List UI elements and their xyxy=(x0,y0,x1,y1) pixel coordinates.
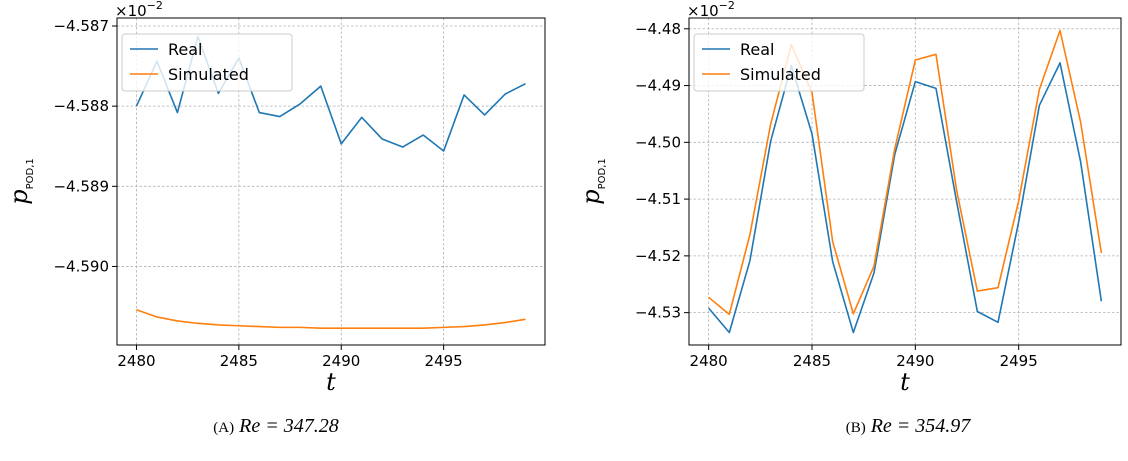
caption-b-math: Re = 354.97 xyxy=(871,415,971,437)
chart-panel-0: 2480 2485 2490 2495−4.587−4.588−4.589−4.590… xyxy=(5,0,545,396)
x-tick-label: 2485 xyxy=(220,352,258,370)
legend-label-simulated: Simulated xyxy=(168,65,249,84)
caption-b: (B) Re = 354.97 xyxy=(846,415,971,438)
legend-label-real: Real xyxy=(168,40,203,59)
x-tick-label: 2485 xyxy=(793,352,831,370)
caption-a-math: Re = 347.28 xyxy=(239,415,339,437)
series-line-simulated xyxy=(136,310,525,328)
x-axis-label: t xyxy=(326,368,336,396)
y-offset-label: ×10−2 xyxy=(115,0,163,20)
caption-a: (A) Re = 347.28 xyxy=(213,415,338,438)
x-tick-label: 2480 xyxy=(117,352,155,370)
x-tick-label: 2495 xyxy=(1000,352,1038,370)
y-tick-label: −4.51 xyxy=(635,190,681,208)
legend-label-real: Real xyxy=(740,40,775,59)
caption-b-label: (B) xyxy=(846,420,866,436)
y-tick-label: −4.53 xyxy=(635,304,681,322)
y-axis-label: pPOD,1 xyxy=(5,158,36,205)
y-tick-label: −4.49 xyxy=(635,77,681,95)
y-tick-label: −4.589 xyxy=(53,177,109,195)
y-tick-label: −4.587 xyxy=(53,17,109,35)
y-tick-label: −4.48 xyxy=(635,20,681,38)
x-axis-label: t xyxy=(900,368,910,396)
chart-panel-1: 2480 2485 2490 2495−4.48−4.49−4.50−4.51−4.5… xyxy=(577,0,1121,396)
x-tick-label: 2480 xyxy=(690,352,728,370)
y-axis-label: pPOD,1 xyxy=(577,158,608,205)
legend-label-simulated: Simulated xyxy=(740,65,821,84)
caption-a-label: (A) xyxy=(213,420,234,436)
y-tick-label: −4.50 xyxy=(635,133,681,151)
y-tick-label: −4.588 xyxy=(53,97,109,115)
y-tick-label: −4.52 xyxy=(635,247,681,265)
y-offset-label: ×10−2 xyxy=(687,0,735,20)
y-tick-label: −4.590 xyxy=(53,257,109,275)
x-tick-label: 2495 xyxy=(425,352,463,370)
